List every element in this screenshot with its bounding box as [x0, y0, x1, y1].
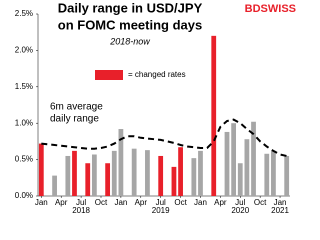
bar	[118, 129, 124, 196]
chart-title: on FOMC meeting days	[58, 17, 202, 32]
y-tick-label: 2.5%	[15, 9, 33, 18]
annotation: daily range	[50, 114, 99, 125]
year-label: 2021	[271, 206, 289, 214]
bar	[65, 155, 71, 196]
average-line	[41, 118, 287, 157]
bar	[111, 150, 117, 196]
y-tick-label: 0.0%	[15, 191, 33, 200]
legend-swatch	[95, 70, 123, 80]
bar	[171, 166, 177, 196]
x-tick-label: Jan	[274, 198, 287, 207]
bar	[198, 150, 203, 196]
year-label: 2018	[72, 206, 90, 214]
bar	[91, 154, 97, 196]
bar	[271, 150, 276, 196]
x-tick-label: Apr	[135, 198, 148, 207]
bar	[251, 121, 256, 196]
bar	[237, 163, 243, 196]
x-tick-label: Oct	[95, 198, 108, 207]
x-tick-label: Jul	[76, 198, 86, 207]
x-tick-label: Jul	[235, 198, 245, 207]
y-tick-label: 1.5%	[15, 82, 33, 91]
x-tick-label: Jul	[156, 198, 166, 207]
bar	[145, 150, 150, 196]
bar	[211, 35, 217, 197]
year-label: 2019	[152, 206, 170, 214]
bar	[38, 143, 44, 196]
x-tick-label: Apr	[55, 198, 68, 207]
bar	[244, 139, 250, 196]
legend-label: = changed rates	[128, 70, 186, 79]
bar	[224, 131, 230, 196]
bar	[191, 158, 197, 196]
x-tick-label: Apr	[214, 198, 227, 207]
x-tick-label: Jan	[194, 198, 207, 207]
page: Daily range in USD/JPY on FOMC meeting d…	[14, 0, 296, 214]
bar	[72, 150, 77, 196]
bar	[158, 155, 164, 196]
logo: BDSWISS	[245, 3, 296, 15]
bar	[131, 148, 137, 196]
bar	[178, 147, 183, 196]
y-tick-label: 1.0%	[15, 118, 33, 127]
x-tick-label: Oct	[174, 198, 187, 207]
x-tick-label: Oct	[254, 198, 267, 207]
bar	[284, 155, 290, 196]
bar	[105, 163, 111, 196]
x-tick-label: Jan	[114, 198, 127, 207]
chart: Daily range in USD/JPY on FOMC meeting d…	[15, 0, 296, 214]
chart-subtitle: 2018-now	[109, 36, 150, 46]
y-tick-label: 0.5%	[15, 155, 33, 164]
x-tick-label: Jan	[35, 198, 48, 207]
annotation: 6m average	[50, 102, 103, 113]
y-tick-label: 2.0%	[15, 46, 33, 55]
bar	[85, 163, 91, 196]
chart-title: Daily range in USD/JPY	[58, 0, 203, 15]
bar	[52, 175, 57, 196]
bar	[231, 123, 237, 196]
bar	[264, 153, 270, 196]
year-label: 2020	[231, 206, 249, 214]
